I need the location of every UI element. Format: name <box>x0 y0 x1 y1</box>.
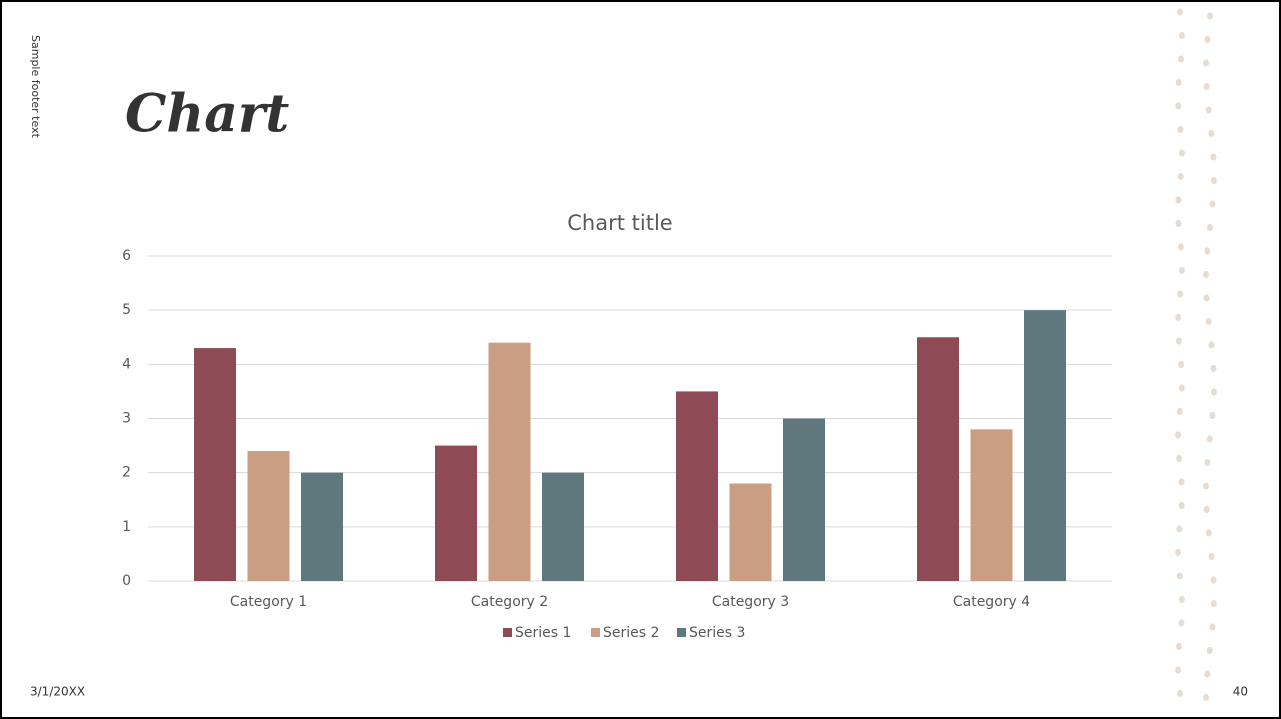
x-tick-label: Category 3 <box>712 594 789 610</box>
dot <box>1210 176 1217 185</box>
dot <box>1177 689 1184 698</box>
dot <box>1207 12 1213 20</box>
dot <box>1203 294 1210 302</box>
y-tick-label: 5 <box>122 302 131 318</box>
dot <box>1178 619 1185 627</box>
bar <box>247 451 290 581</box>
dot <box>1176 572 1183 580</box>
dot <box>1178 595 1185 604</box>
dot <box>1203 270 1210 279</box>
date: 3/1/20XX <box>30 685 85 699</box>
dot <box>1210 576 1217 584</box>
dot <box>1210 153 1217 161</box>
dot <box>1205 317 1212 326</box>
dot <box>1178 55 1185 63</box>
dot <box>1175 431 1182 439</box>
dot <box>1175 666 1182 674</box>
dot <box>1178 384 1185 392</box>
dot <box>1210 388 1217 396</box>
dot <box>1177 243 1184 251</box>
dot <box>1208 341 1215 349</box>
bar <box>194 348 236 581</box>
bar <box>301 472 343 581</box>
bar <box>1024 310 1066 581</box>
dot <box>1175 548 1182 557</box>
dot <box>1203 482 1210 490</box>
bar <box>435 445 477 581</box>
dot <box>1209 411 1216 420</box>
dot <box>1176 525 1183 533</box>
dot <box>1175 102 1182 110</box>
bar <box>917 337 959 581</box>
dot <box>1204 247 1211 255</box>
dot <box>1178 360 1185 369</box>
dot <box>1175 78 1182 87</box>
dot <box>1178 149 1185 157</box>
dot <box>1175 313 1182 322</box>
dot <box>1208 552 1215 561</box>
dot <box>1175 196 1182 204</box>
dot <box>1175 219 1182 228</box>
dot <box>1177 172 1184 181</box>
dot <box>1204 458 1211 467</box>
dot <box>1203 505 1210 514</box>
bar <box>542 472 584 581</box>
dot <box>1206 223 1213 232</box>
dot <box>1210 364 1217 373</box>
dot <box>1205 106 1212 114</box>
x-tick-label: Category 2 <box>471 594 548 610</box>
dot <box>1177 8 1183 16</box>
y-tick-label: 4 <box>122 356 131 372</box>
dot <box>1175 642 1182 651</box>
dot <box>1177 125 1184 134</box>
y-tick-label: 3 <box>122 411 131 427</box>
dot <box>1203 59 1210 67</box>
dot <box>1204 670 1211 678</box>
chart-title: Chart title <box>567 211 672 235</box>
dot <box>1206 435 1213 443</box>
x-tick-label: Category 4 <box>953 594 1030 610</box>
y-tick-label: 1 <box>122 519 131 535</box>
bar <box>970 429 1013 581</box>
dot <box>1177 290 1184 298</box>
legend-swatch <box>591 628 600 637</box>
dot <box>1210 599 1217 608</box>
dot <box>1205 529 1212 537</box>
legend-label: Series 2 <box>603 625 659 641</box>
x-tick-label: Category 1 <box>230 594 307 610</box>
legend-label: Series 3 <box>689 625 745 641</box>
dot <box>1175 337 1182 345</box>
dot <box>1176 454 1183 463</box>
dot <box>1176 407 1183 416</box>
bar <box>783 418 825 581</box>
legend-swatch <box>503 628 512 637</box>
decoration <box>1175 8 1217 702</box>
dot <box>1178 478 1185 486</box>
dot <box>1204 35 1211 44</box>
bar <box>488 342 531 581</box>
y-tick-label: 6 <box>122 248 131 264</box>
y-tick-label: 0 <box>122 573 131 589</box>
dot <box>1208 129 1215 138</box>
dot <box>1209 623 1216 631</box>
legend-label: Series 1 <box>515 625 571 641</box>
legend-swatch <box>677 628 686 637</box>
dot <box>1178 501 1185 510</box>
footer-text: Sample footer text <box>29 35 42 139</box>
dot <box>1178 31 1185 40</box>
page-number: 40 <box>1233 685 1248 699</box>
dot <box>1203 82 1210 91</box>
dot <box>1203 693 1210 702</box>
y-tick-label: 2 <box>122 465 131 481</box>
bar <box>729 483 772 581</box>
dot <box>1206 646 1213 655</box>
bar <box>676 391 718 581</box>
dot <box>1178 266 1185 275</box>
slide-title: Chart <box>125 84 289 145</box>
dot <box>1209 200 1216 208</box>
